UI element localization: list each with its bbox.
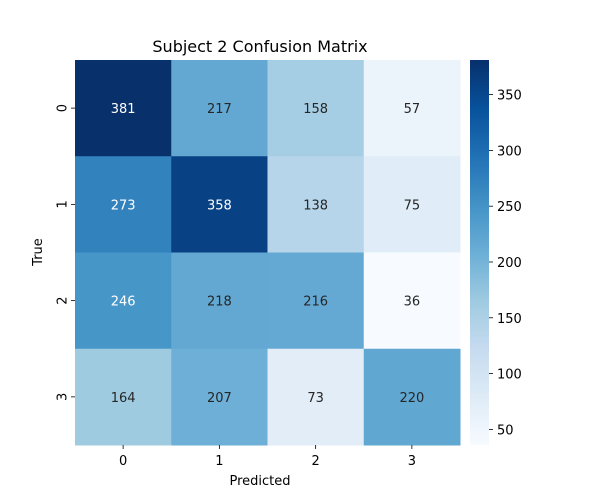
colorbar-tick-label-0: 50 (497, 423, 514, 438)
y-axis-ticks: 0 1 2 3 (56, 104, 75, 401)
colorbar-tick-label-6: 350 (497, 89, 522, 104)
heatmap-cell-0-1 (171, 60, 268, 157)
cell-value-label-0-1: 217 (207, 102, 232, 117)
cell-value-label-1-0: 273 (111, 198, 136, 213)
y-tick-label-3: 3 (56, 393, 71, 401)
cell-value-label-0-2: 158 (303, 102, 328, 117)
y-axis-label: True (31, 238, 46, 267)
cell-value-label-2-2: 216 (303, 295, 328, 310)
heatmap-cell-2-2 (267, 252, 365, 350)
cell-value-label-1-3: 75 (404, 198, 421, 213)
heatmap-cell-3-0 (75, 348, 172, 446)
heatmap-cell-3-3 (363, 348, 461, 446)
x-axis-ticks: 0 1 2 3 (119, 445, 416, 469)
colorbar-tick-label-3: 200 (497, 256, 522, 271)
heatmap-cell-1-0 (75, 156, 172, 253)
cell-value-label-2-3: 36 (404, 295, 421, 310)
heatmap-cell-0-0 (75, 60, 172, 157)
colorbar-tick-label-1: 100 (497, 368, 522, 383)
colorbar-gradient (470, 60, 489, 445)
x-tick-label-3: 3 (408, 454, 416, 469)
heatmap-cell-1-1 (171, 156, 268, 253)
y-tick-label-0: 0 (56, 104, 71, 112)
colorbar: 50 100 150 200 250 300 350 (470, 60, 522, 445)
colorbar-tick-label-5: 300 (497, 144, 522, 159)
heatmap-cell-2-3 (363, 252, 461, 350)
cell-value-label-0-0: 381 (111, 102, 136, 117)
heatmap-cells: 381 217 158 57 273 358 138 75 246 218 216 36 164 207 7… (75, 60, 461, 446)
heatmap-cell-1-2 (267, 156, 365, 253)
colorbar-tick-label-2: 150 (497, 312, 522, 327)
x-tick-label-1: 1 (215, 454, 223, 469)
cell-value-label-1-2: 138 (303, 198, 328, 213)
cell-value-label-2-1: 218 (207, 295, 232, 310)
cell-value-label-3-1: 207 (207, 391, 232, 406)
cell-value-label-2-0: 246 (111, 295, 136, 310)
cell-value-label-3-3: 220 (399, 391, 424, 406)
x-axis-label: Predicted (229, 474, 290, 489)
heatmap-cell-2-0 (75, 252, 172, 350)
heatmap-cell-2-1 (171, 252, 268, 350)
chart-title: Subject 2 Confusion Matrix (152, 37, 367, 56)
cell-value-label-0-3: 57 (404, 102, 421, 117)
heatmap-cell-0-2 (267, 60, 365, 157)
cell-value-label-3-2: 73 (307, 391, 324, 406)
cell-value-label-3-0: 164 (111, 391, 136, 406)
colorbar-tick-label-4: 250 (497, 200, 522, 215)
y-tick-label-1: 1 (56, 200, 71, 208)
x-tick-label-2: 2 (311, 454, 319, 469)
heatmap-cell-3-2 (267, 348, 365, 446)
x-tick-label-0: 0 (119, 454, 127, 469)
heatmap-cell-0-3 (363, 60, 461, 157)
y-tick-label-2: 2 (56, 296, 71, 304)
heatmap-cell-3-1 (171, 348, 268, 446)
heatmap-cell-1-3 (363, 156, 461, 253)
cell-value-label-1-1: 358 (207, 198, 232, 213)
